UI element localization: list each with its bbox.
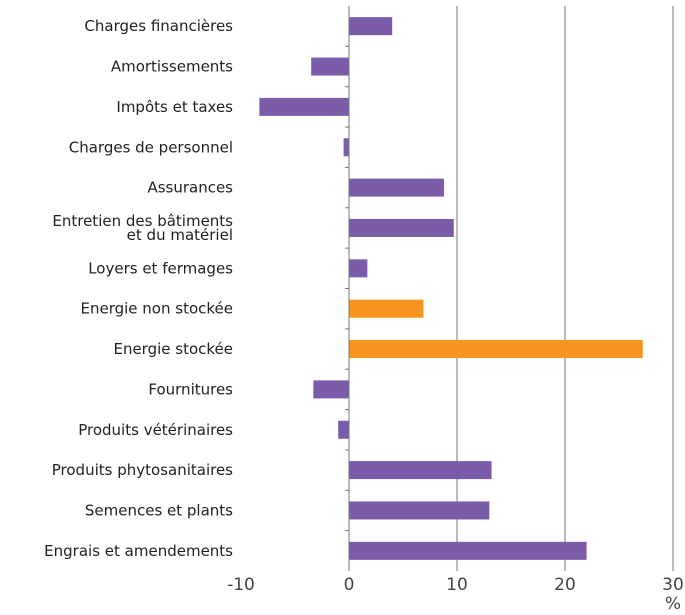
y-tick-label-line: Assurances xyxy=(147,178,233,196)
bar xyxy=(349,501,490,520)
bar xyxy=(349,218,454,237)
y-tick-label: Loyers et fermages xyxy=(88,259,233,277)
y-tick-label-line: Produits vétérinaires xyxy=(78,420,233,438)
y-tick-label-line: Engrais et amendements xyxy=(44,541,233,559)
y-tick-label: Amortissements xyxy=(111,57,233,75)
bar xyxy=(349,299,424,318)
y-tick-label: Charges financières xyxy=(84,17,233,35)
bar xyxy=(313,380,349,399)
bar xyxy=(349,259,368,278)
y-tick-label-line: Semences et plants xyxy=(85,501,233,519)
y-tick-label: Fournitures xyxy=(148,380,233,398)
y-tick-label-line: Energie stockée xyxy=(113,340,233,358)
x-tick-label: 20 xyxy=(554,575,576,595)
y-tick-label-line: Charges de personnel xyxy=(69,138,233,156)
bar xyxy=(311,57,349,76)
bar xyxy=(349,178,445,197)
y-tick-label-line: et du matériel xyxy=(127,225,233,243)
bar xyxy=(338,420,349,439)
y-tick-label: Produits vétérinaires xyxy=(78,420,233,438)
y-tick-label-line: Produits phytosanitaires xyxy=(52,461,233,479)
y-tick-label-line: Charges financières xyxy=(84,17,233,35)
bar xyxy=(349,461,492,480)
x-tick-label: -10 xyxy=(227,575,255,595)
y-tick-label-line: Fournitures xyxy=(148,380,233,398)
bar xyxy=(349,541,587,560)
y-tick-label: Energie non stockée xyxy=(81,299,234,317)
x-unit: % xyxy=(665,594,681,614)
y-tick-label-line: Loyers et fermages xyxy=(88,259,233,277)
x-tick-label: 10 xyxy=(446,575,468,595)
y-tick-label-line: Entretien des bâtiments xyxy=(52,211,233,229)
y-tick-label: Charges de personnel xyxy=(69,138,233,156)
bar xyxy=(349,17,393,36)
y-tick-label-line: Energie non stockée xyxy=(81,299,234,317)
x-tick-label: 0 xyxy=(344,575,355,595)
y-tick-label: Produits phytosanitaires xyxy=(52,461,233,479)
bar xyxy=(343,138,349,157)
y-tick-label-line: Amortissements xyxy=(111,57,233,75)
bar xyxy=(259,97,349,116)
y-tick-label: Engrais et amendements xyxy=(44,541,233,559)
y-tick-label: Assurances xyxy=(147,178,233,196)
bar xyxy=(349,340,643,359)
y-tick-label: Semences et plants xyxy=(85,501,233,519)
y-tick-label-line: Impôts et taxes xyxy=(116,97,233,115)
y-tick-label: Energie stockée xyxy=(113,340,233,358)
y-tick-label: Entretien des bâtiments et du matériel xyxy=(52,211,233,243)
y-tick-label: Impôts et taxes xyxy=(116,97,233,115)
x-tick-label: 30 xyxy=(662,575,684,595)
